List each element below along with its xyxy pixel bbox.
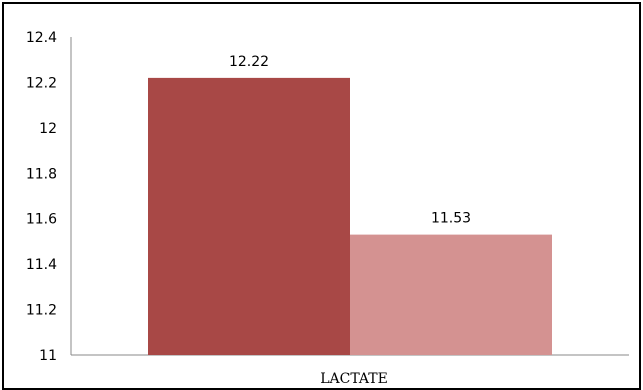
y-tick-label: 11.8	[26, 166, 57, 182]
bar-chart: 11 11.2 11.4 11.6 11.8 12 12.2 12.4 LACTATE 12.2…	[26, 30, 629, 387]
data-label: 12.22	[229, 54, 269, 70]
y-tick-label: 12	[39, 121, 57, 137]
y-tick-label: 11.4	[26, 257, 57, 273]
bar-series-1	[148, 77, 350, 355]
data-label: 11.53	[431, 211, 471, 227]
y-tick-label: 11	[39, 348, 57, 364]
y-tick-label: 11.6	[26, 212, 57, 228]
data-labels: 12.22 11.53	[229, 54, 471, 227]
y-tick-label: 12.4	[26, 30, 57, 46]
y-tick-label: 11.2	[26, 303, 57, 319]
axes: 11 11.2 11.4 11.6 11.8 12 12.2 12.4 LACTATE	[26, 30, 629, 387]
bars	[148, 77, 552, 355]
bar-series-2	[350, 234, 552, 355]
x-tick-label: LACTATE	[320, 371, 388, 387]
y-tick-label: 12.2	[26, 75, 57, 91]
